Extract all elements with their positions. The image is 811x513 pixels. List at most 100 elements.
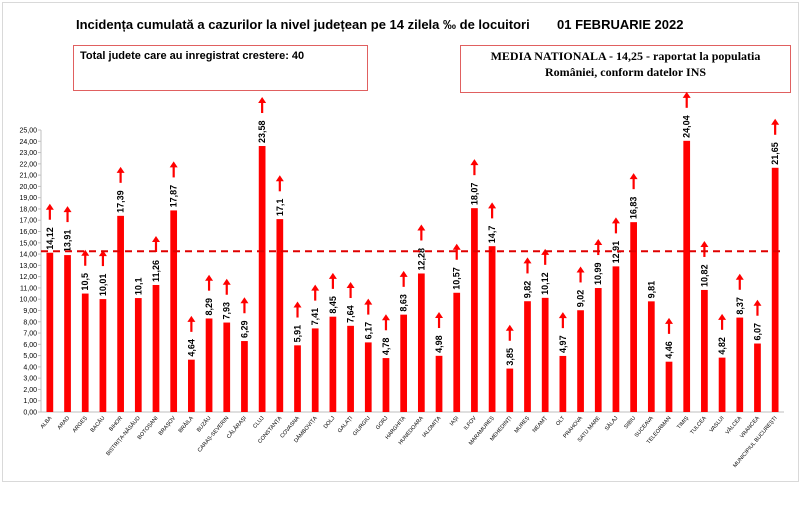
bar-value-label: 17,1	[275, 199, 285, 217]
category-label: SĂLAJ	[603, 415, 619, 433]
bar	[400, 314, 408, 412]
increase-arrow-head	[629, 173, 638, 180]
y-tick-label: 23,00	[19, 150, 37, 157]
y-tick-label: 17,00	[19, 218, 37, 225]
bar	[81, 293, 89, 412]
y-tick-label: 1,00	[23, 398, 37, 405]
bar	[347, 325, 354, 412]
bar	[241, 341, 248, 412]
chart-frame	[2, 2, 799, 482]
bar	[701, 289, 708, 412]
y-tick-label: 19,00	[19, 195, 37, 202]
bar	[64, 255, 71, 412]
y-tick-label: 16,00	[19, 229, 37, 236]
bar	[223, 322, 231, 412]
y-tick-label: 21,00	[19, 173, 37, 180]
category-label: MUREȘ	[514, 415, 532, 434]
bar	[771, 167, 779, 412]
bar	[311, 328, 319, 412]
bar-value-label: 8,37	[735, 297, 745, 315]
increase-arrow-head	[488, 202, 497, 209]
y-tick-label: 0,00	[23, 410, 37, 417]
bar	[577, 310, 584, 412]
bar-value-label: 6,17	[363, 322, 373, 340]
bar	[329, 316, 337, 412]
bar	[559, 355, 567, 412]
report-date: 01 FEBRUARIE 2022	[557, 17, 684, 32]
bar-value-label: 4,64	[186, 339, 196, 357]
bar-value-label: 10,12	[540, 272, 550, 295]
y-tick-label: 13,00	[19, 263, 37, 270]
increase-count-box: Total judete care au inregistrat crester…	[73, 45, 368, 91]
increase-arrow-head	[452, 243, 461, 250]
y-tick-label: 5,00	[23, 353, 37, 360]
increase-arrow-head	[700, 240, 709, 247]
bar	[594, 288, 602, 412]
bar	[99, 299, 107, 412]
category-label: BUZĂU	[195, 415, 212, 434]
increase-arrow-head	[275, 175, 284, 182]
increase-arrow-head	[505, 324, 514, 331]
increase-arrow-head	[187, 315, 196, 322]
category-label: TIMIȘ	[676, 415, 690, 430]
y-tick-label: 14,00	[19, 252, 37, 259]
category-label: GORJ	[375, 415, 390, 431]
category-label: ALBA	[40, 415, 54, 430]
y-tick-label: 22,00	[19, 161, 37, 168]
bar	[152, 284, 160, 412]
increase-arrow-head	[98, 250, 107, 257]
bar-value-label: 12,28	[416, 248, 426, 271]
bar	[506, 368, 514, 412]
y-tick-label: 15,00	[19, 240, 37, 247]
bar	[647, 301, 655, 412]
bar-value-label: 8,29	[204, 298, 214, 316]
increase-arrow-head	[611, 217, 620, 224]
y-tick-label: 18,00	[19, 206, 37, 213]
category-label: BIHOR	[108, 415, 124, 432]
bar	[382, 358, 390, 412]
y-tick-label: 10,00	[19, 297, 37, 304]
y-tick-label: 24,00	[19, 139, 37, 146]
bar	[46, 252, 54, 412]
chart-title: Incidența cumulată a cazurilor la nivel …	[76, 17, 530, 32]
bar-value-label: 12,91	[611, 241, 621, 264]
increase-arrow-head	[523, 257, 532, 264]
category-label: SIBIU	[623, 415, 637, 430]
increase-arrow-head	[381, 314, 390, 321]
category-label: GALAȚI	[337, 415, 354, 434]
bar	[205, 318, 213, 412]
y-tick-label: 2,00	[23, 387, 37, 394]
y-tick-label: 4,00	[23, 364, 37, 371]
bar-value-label: 14,7	[487, 226, 497, 244]
increase-arrow-head	[240, 297, 249, 304]
increase-arrow-head	[364, 298, 373, 305]
bar	[294, 345, 301, 412]
bar	[453, 292, 461, 412]
bar	[665, 361, 673, 412]
bar-value-label: 11,26	[151, 260, 161, 282]
national-average-line2: României, conform datelor INS	[544, 65, 707, 79]
increase-arrow-head	[311, 284, 320, 291]
bar-value-label: 24,04	[682, 115, 692, 138]
bar-value-label: 16,83	[629, 197, 639, 220]
bar	[612, 266, 620, 412]
category-label: ARAD	[57, 415, 71, 431]
bar-value-label: 17,87	[169, 185, 179, 208]
bar	[276, 219, 284, 412]
increase-arrow-head	[328, 272, 337, 279]
y-tick-label: 20,00	[19, 184, 37, 191]
bar	[754, 343, 761, 412]
bar	[524, 301, 531, 412]
increase-arrow-head	[435, 312, 444, 319]
y-tick-label: 12,00	[19, 274, 37, 281]
bar-value-label: 4,98	[434, 335, 444, 353]
bar-value-label: 10,01	[98, 274, 108, 297]
bar-value-label: 7,93	[222, 302, 232, 320]
bar	[683, 140, 691, 412]
increase-arrow-head	[63, 206, 72, 213]
bar-value-label: 10,99	[593, 263, 603, 286]
increase-arrow-head	[205, 274, 214, 281]
category-label: IAȘI	[449, 415, 461, 427]
y-tick-label: 7,00	[23, 331, 37, 338]
y-tick-label: 3,00	[23, 376, 37, 383]
